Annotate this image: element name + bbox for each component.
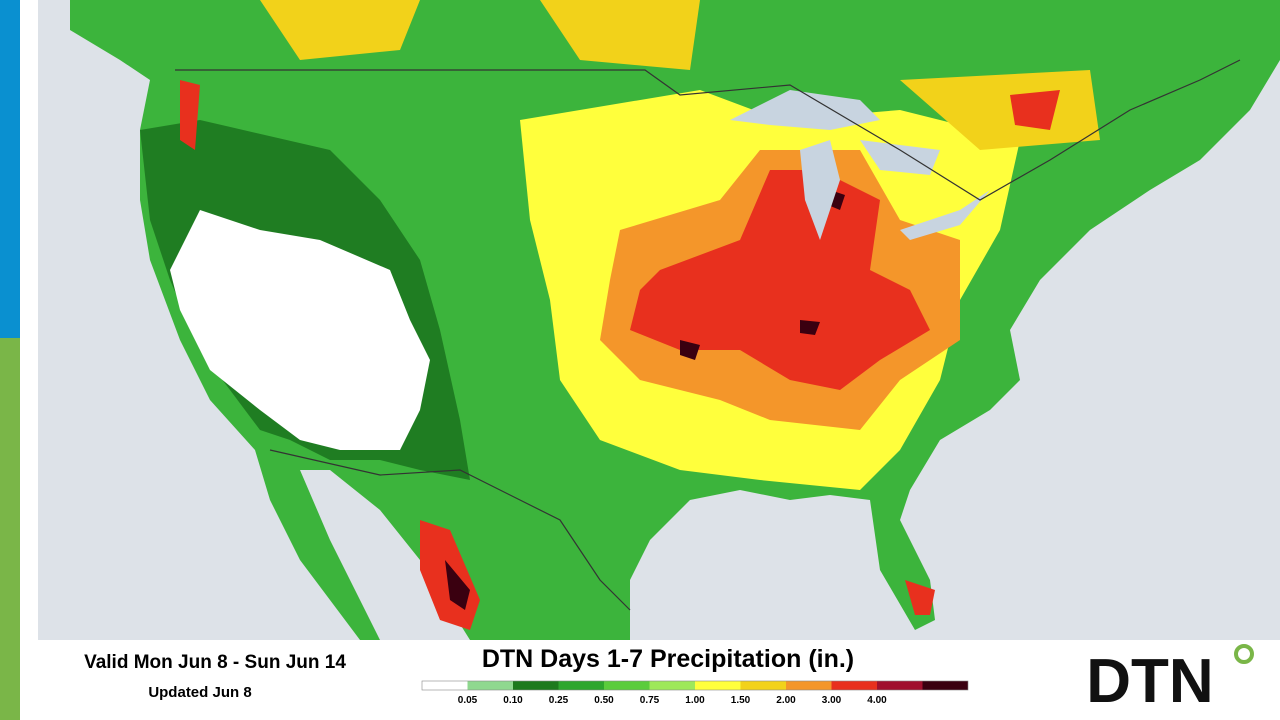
valid-period: Valid Mon Jun 8 - Sun Jun 14	[84, 652, 346, 673]
legend-swatch	[831, 681, 877, 690]
logo-mark	[1234, 644, 1254, 664]
legend-swatch	[922, 681, 968, 690]
footer-band	[38, 640, 1280, 720]
legend-label: 0.25	[549, 695, 569, 706]
legend-frame	[421, 680, 969, 691]
legend-label: 2.00	[776, 695, 796, 706]
legend-label: 0.05	[458, 695, 478, 706]
accent-bar-green	[0, 338, 20, 720]
legend-label: 4.00	[867, 695, 887, 706]
legend-label: 0.10	[503, 695, 523, 706]
logo: DTN	[1086, 647, 1213, 716]
legend-swatch	[695, 681, 741, 690]
legend-swatch	[422, 681, 468, 690]
legend-label: 0.75	[640, 695, 660, 706]
legend-label: 1.50	[731, 695, 751, 706]
updated-date: Updated Jun 8	[148, 684, 251, 701]
legend-swatch	[786, 681, 832, 690]
legend-swatch	[649, 681, 695, 690]
map	[38, 0, 1280, 640]
legend-swatch	[467, 681, 513, 690]
legend-swatch	[558, 681, 604, 690]
legend-swatch	[604, 681, 650, 690]
legend-swatch	[877, 681, 923, 690]
legend-label: 3.00	[822, 695, 842, 706]
legend-label: 0.50	[594, 695, 614, 706]
legend-label: 1.00	[685, 695, 705, 706]
legend: 0.05 0.10 0.25 0.50 0.75 1.00 1.50 2.00 3.00 4.00	[421, 680, 969, 706]
map-title: DTN Days 1-7 Precipitation (in.)	[482, 645, 854, 673]
legend-swatch	[513, 681, 559, 690]
accent-bar-blue	[0, 0, 20, 338]
legend-swatch	[740, 681, 786, 690]
